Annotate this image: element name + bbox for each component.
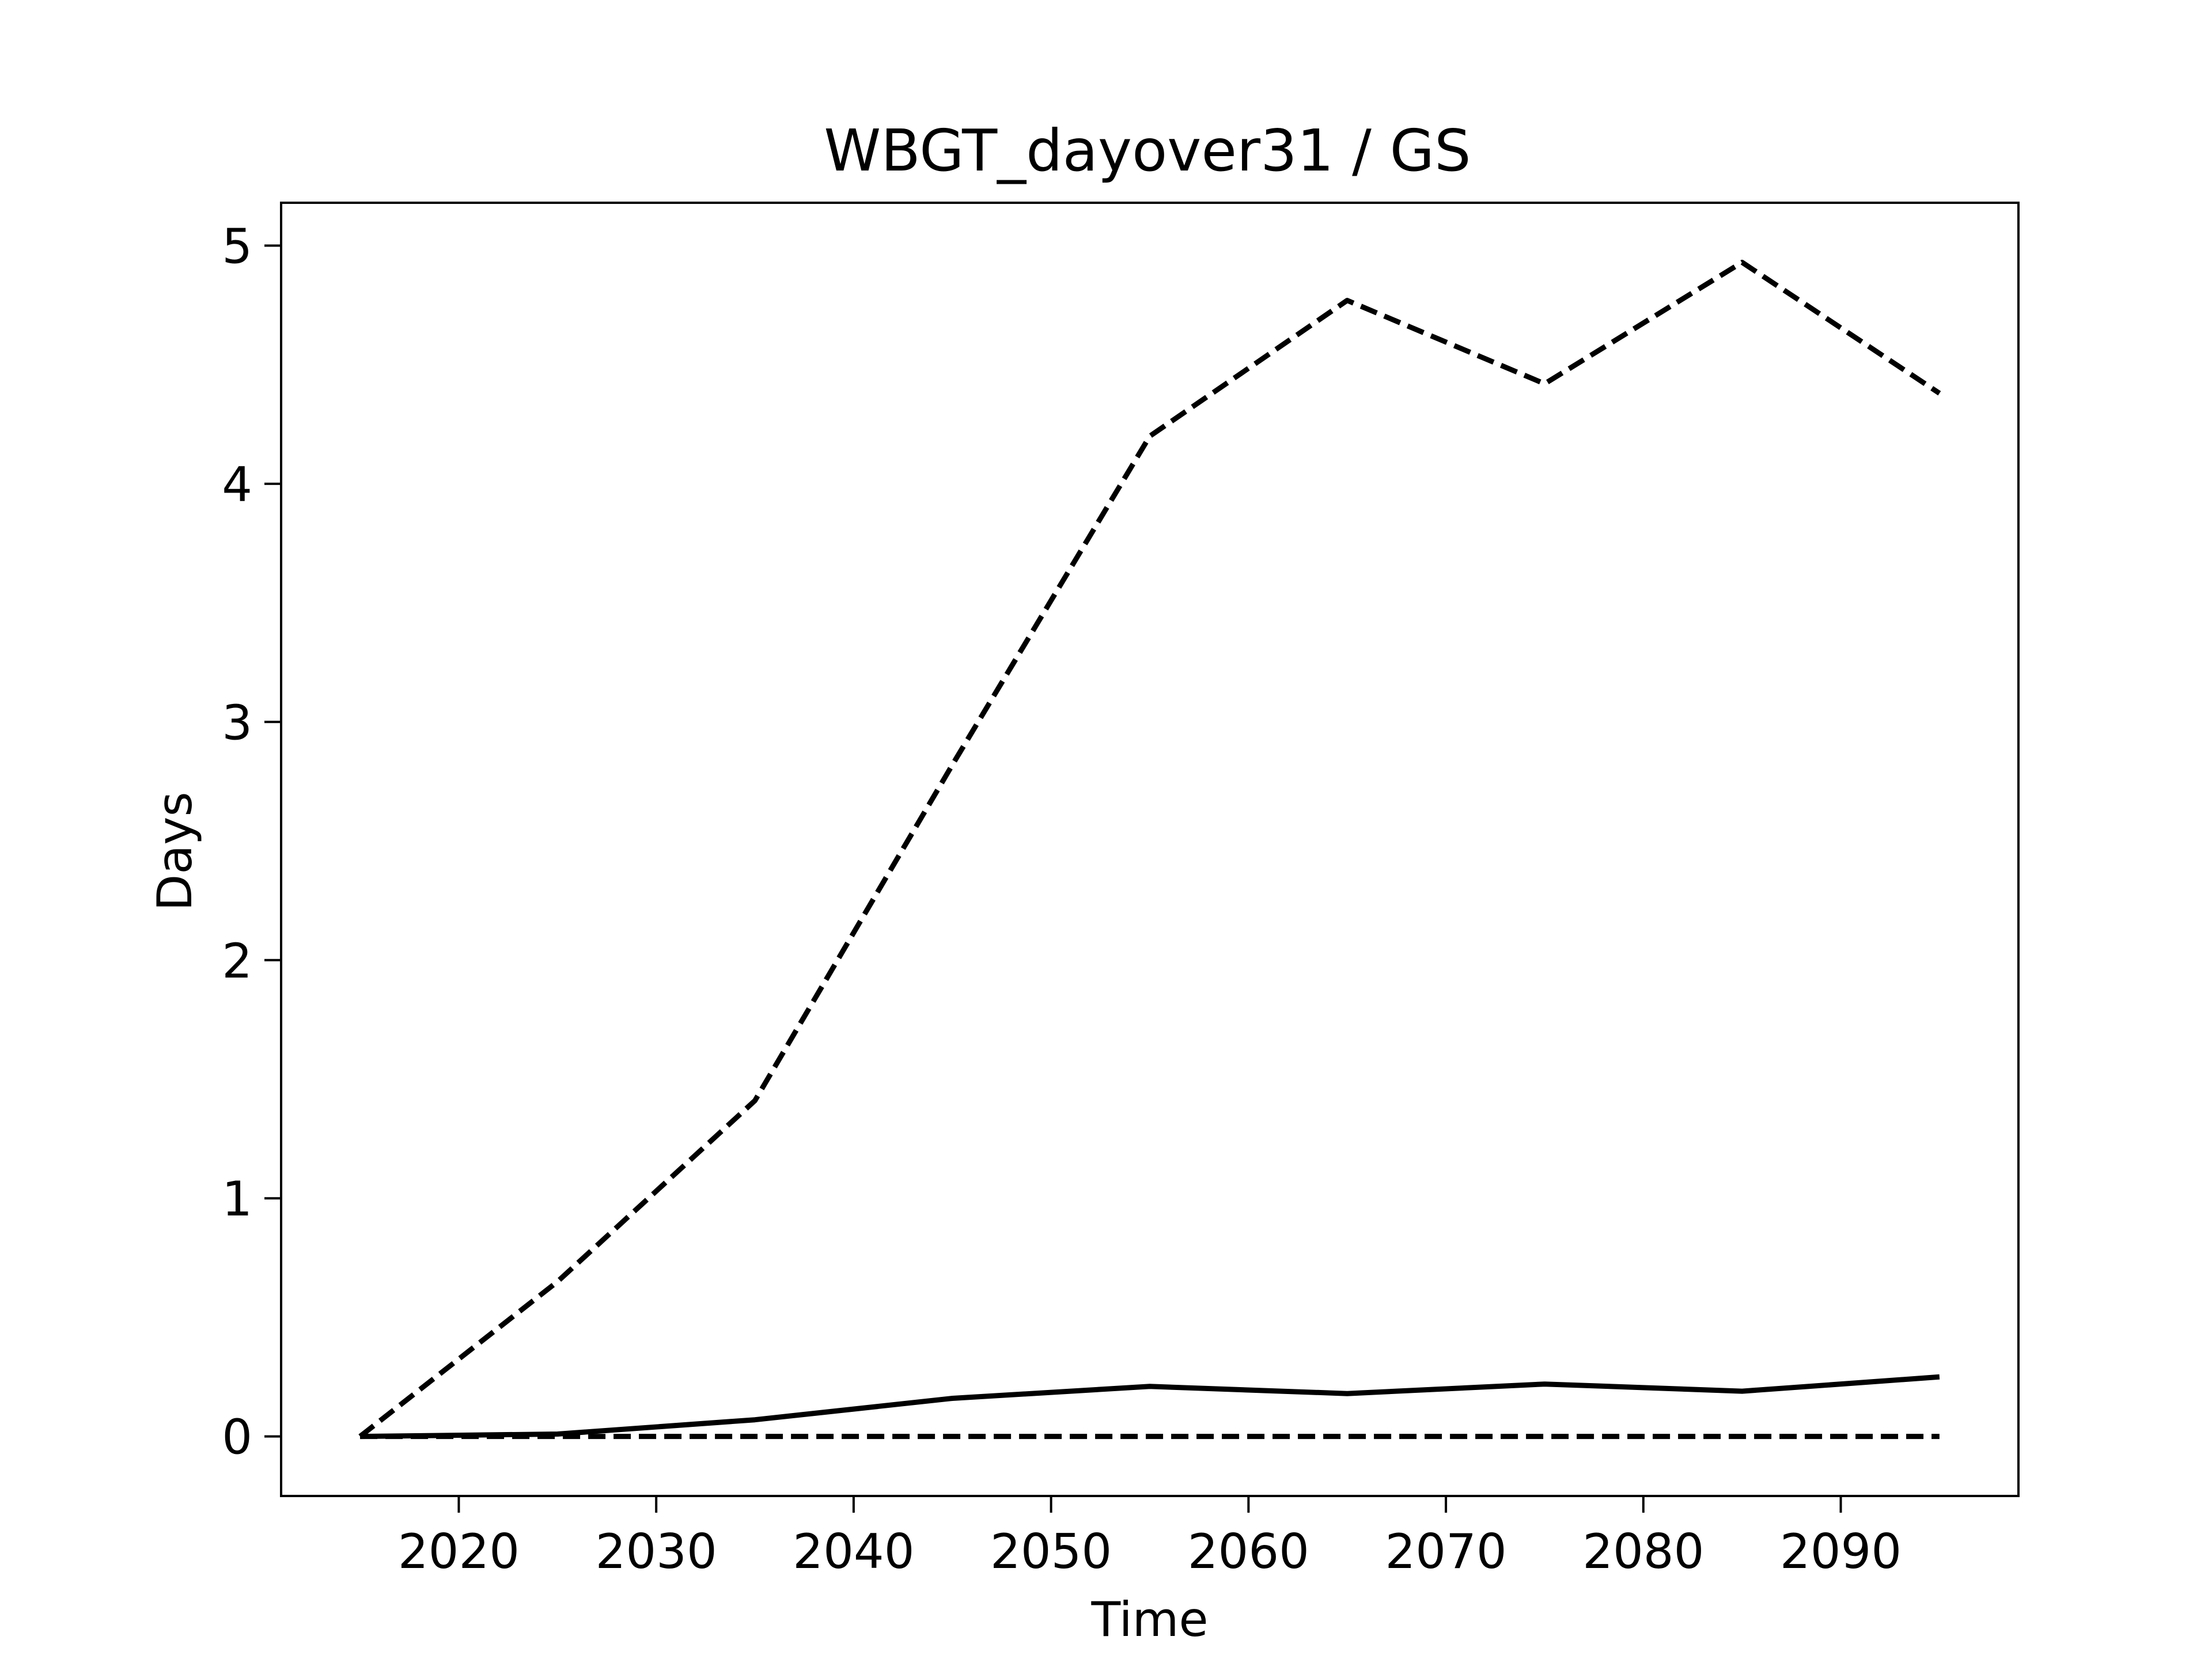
y-tick-label-4: 4 bbox=[222, 457, 252, 513]
x-tick-label-2060: 2060 bbox=[1188, 1524, 1309, 1580]
x-tick-label-2020: 2020 bbox=[398, 1524, 520, 1580]
y-tick-label-3: 3 bbox=[222, 695, 252, 751]
y-tick-label-0: 0 bbox=[222, 1410, 252, 1465]
x-axis-label: Time bbox=[1090, 1592, 1208, 1647]
chart-title: WBGT_dayover31 / GS bbox=[824, 117, 1471, 184]
series-line-2 bbox=[360, 1374, 1940, 1440]
y-axis: 0 1 2 3 4 5 bbox=[222, 218, 281, 1465]
y-tick-label-5: 5 bbox=[222, 218, 252, 274]
x-tick-label-2040: 2040 bbox=[793, 1524, 914, 1580]
x-tick-label-2030: 2030 bbox=[596, 1524, 717, 1580]
x-tick-label-2050: 2050 bbox=[990, 1524, 1112, 1580]
x-axis: 2020 2030 2040 2050 2060 2070 2080 2090 bbox=[398, 1496, 1902, 1580]
plot-frame bbox=[280, 202, 2020, 1497]
y-tick-label-1: 1 bbox=[222, 1171, 252, 1227]
x-tick-label-2090: 2090 bbox=[1780, 1524, 1902, 1580]
x-tick-label-2080: 2080 bbox=[1582, 1524, 1704, 1580]
y-tick-label-2: 2 bbox=[222, 933, 252, 989]
y-axis-label: Days bbox=[147, 791, 203, 911]
series-line-1 bbox=[358, 259, 1941, 1439]
x-tick-label-2070: 2070 bbox=[1385, 1524, 1506, 1580]
plot-area bbox=[358, 259, 1941, 1440]
